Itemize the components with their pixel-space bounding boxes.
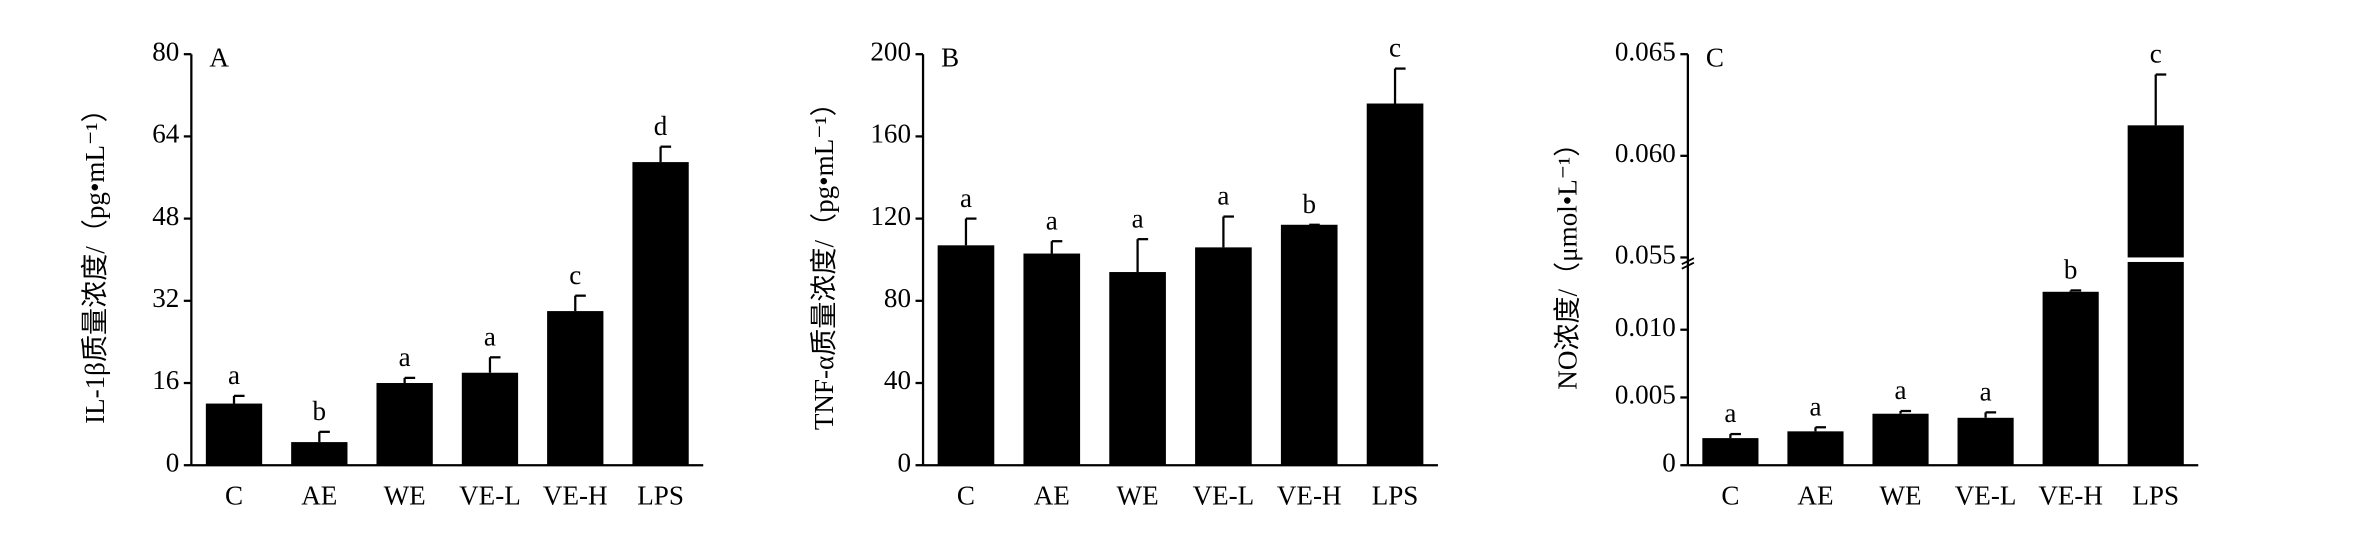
annotation: a xyxy=(1724,398,1736,428)
y-tick-label: 0.005 xyxy=(1615,380,1676,410)
annotation: b xyxy=(1302,189,1316,219)
annotation: a xyxy=(960,183,972,213)
bar xyxy=(1280,224,1338,466)
x-tick-label: AE xyxy=(1034,481,1070,511)
bar xyxy=(1023,253,1081,466)
x-tick-label: C xyxy=(225,481,243,511)
axis-break xyxy=(1681,261,1695,270)
annotation: a xyxy=(1895,375,1907,405)
annotation: a xyxy=(228,360,240,390)
x-tick-label: AE xyxy=(301,481,337,511)
y-tick-label: 16 xyxy=(152,365,179,395)
bar xyxy=(376,383,433,466)
x-tick-label: LPS xyxy=(637,481,684,511)
y-tick-label: 64 xyxy=(152,119,180,149)
x-tick-label: VE-H xyxy=(2038,481,2103,511)
bar xyxy=(1366,103,1424,466)
panel-label: C xyxy=(1706,42,1724,72)
bar xyxy=(1702,438,1759,466)
bar xyxy=(461,372,519,466)
x-tick-label: C xyxy=(1721,481,1739,511)
y-tick-label: 0.060 xyxy=(1615,138,1676,168)
panel-label: B xyxy=(941,42,959,72)
y-tick-label: 0.055 xyxy=(1615,240,1676,270)
bar xyxy=(1195,247,1252,466)
y-tick-label: 32 xyxy=(152,283,179,313)
x-tick-label: LPS xyxy=(2132,481,2179,511)
bar-break xyxy=(2126,257,2186,262)
x-tick-label: WE xyxy=(384,481,426,511)
y-tick-label: 40 xyxy=(884,365,911,395)
annotation: c xyxy=(569,260,581,290)
x-tick-label: WE xyxy=(1117,481,1159,511)
bar xyxy=(291,442,348,466)
bar xyxy=(632,162,689,466)
bar xyxy=(205,403,263,466)
x-tick-label: VE-L xyxy=(459,481,521,511)
annotation: a xyxy=(1980,377,1992,407)
annotation: c xyxy=(1389,33,1401,63)
y-tick-label: 48 xyxy=(152,201,179,231)
y-tick-label: 80 xyxy=(884,283,911,313)
annotation: b xyxy=(313,396,327,426)
annotation: a xyxy=(1046,205,1058,235)
bar xyxy=(2042,291,2099,466)
y-axis-label: NO浓度/（μmol•L⁻¹） xyxy=(1553,130,1583,390)
x-tick-label: AE xyxy=(1797,481,1833,511)
y-tick-label: 160 xyxy=(870,119,911,149)
x-tick-label: VE-L xyxy=(1955,481,2017,511)
annotation: a xyxy=(399,342,411,372)
y-axis-label: TNF-α质量浓度/（pg•mL⁻¹） xyxy=(809,89,839,430)
y-tick-label: 0 xyxy=(166,447,180,477)
y-tick-label: 0.010 xyxy=(1615,312,1676,342)
y-tick-label: 200 xyxy=(870,36,911,66)
annotation: d xyxy=(654,111,668,141)
y-tick-label: 80 xyxy=(152,36,179,66)
x-tick-label: LPS xyxy=(1372,481,1419,511)
x-tick-label: VE-L xyxy=(1193,481,1255,511)
bar xyxy=(547,311,604,466)
y-tick-label: 0.065 xyxy=(1615,36,1676,66)
bar xyxy=(1787,431,1844,466)
bar xyxy=(1109,272,1166,466)
bar xyxy=(1872,413,1929,466)
bar xyxy=(2127,125,2184,466)
annotation: b xyxy=(2064,255,2078,285)
bar xyxy=(937,245,995,466)
annotation: a xyxy=(1217,181,1229,211)
y-axis-label: IL-1β质量浓度/（pg•mL⁻¹） xyxy=(80,95,110,423)
y-tick-label: 0 xyxy=(1662,447,1676,477)
panel-label: A xyxy=(209,42,229,72)
x-tick-label: VE-H xyxy=(1277,481,1342,511)
annotation: a xyxy=(484,321,496,351)
annotation: a xyxy=(1809,391,1821,421)
x-tick-label: WE xyxy=(1879,481,1921,511)
bar xyxy=(1957,417,2014,466)
annotation: a xyxy=(1132,203,1144,233)
x-tick-label: VE-H xyxy=(543,481,608,511)
y-tick-label: 0 xyxy=(897,447,911,477)
axis-break xyxy=(1681,257,1695,266)
annotation: c xyxy=(2150,39,2162,69)
x-tick-label: C xyxy=(957,481,975,511)
y-tick-label: 120 xyxy=(870,201,911,231)
